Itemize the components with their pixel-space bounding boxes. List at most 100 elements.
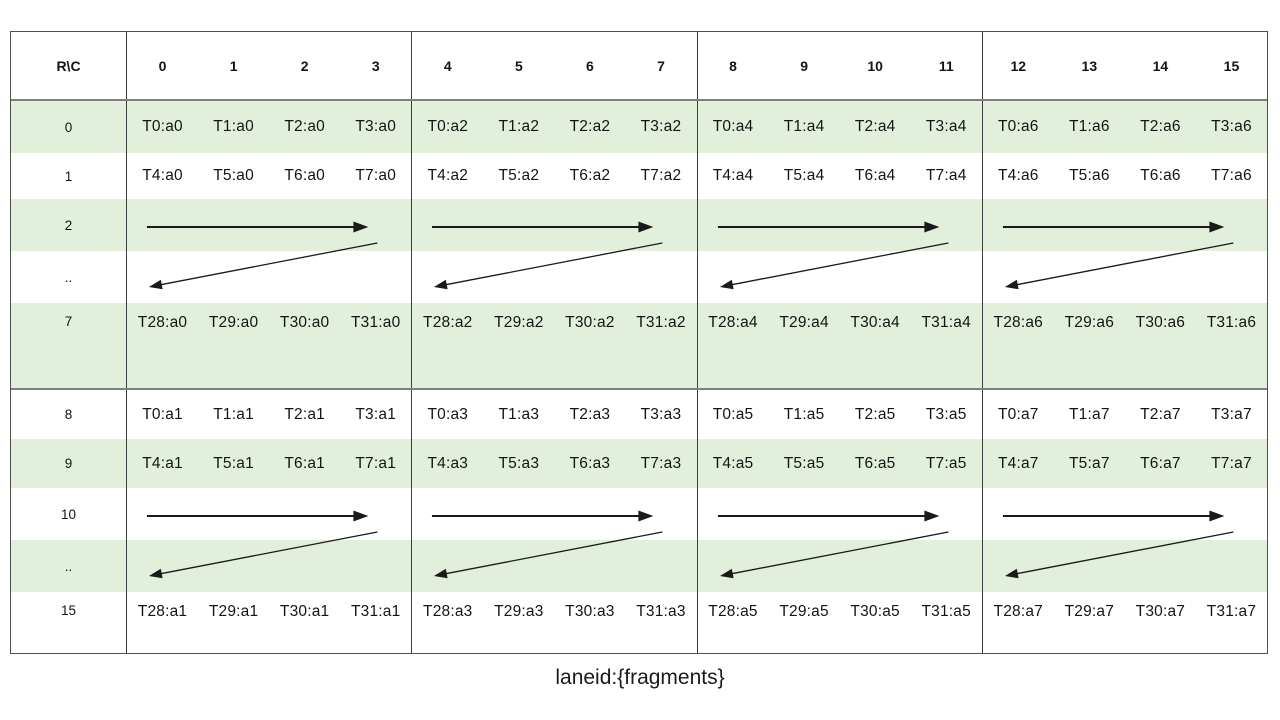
fragment-group: T0:a1 T1:a1 T2:a1 T3:a1	[126, 390, 411, 439]
fragment-cell: T7:a1	[355, 454, 397, 472]
fragment-cell: T6:a3	[569, 454, 611, 472]
fragment-group: T0:a0 T1:a0 T2:a0 T3:a0	[126, 101, 411, 153]
fragment-group: T0:a5 T1:a5 T2:a5 T3:a5	[696, 390, 982, 439]
snake-arrow-icon	[717, 510, 948, 579]
fragment-group: T4:a4 T5:a4 T6:a4 T7:a4	[696, 153, 982, 199]
arrow-group-cell	[981, 488, 1267, 592]
fragment-cell: T0:a4	[712, 118, 754, 135]
fragment-cell: T5:a3	[498, 454, 540, 472]
fragment-cell: T28:a4	[708, 314, 758, 331]
fragment-group: T0:a2 T1:a2 T2:a2 T3:a2	[411, 101, 696, 153]
fragment-cell: T30:a3	[565, 603, 615, 620]
fragment-cell: T31:a5	[921, 603, 971, 620]
fragment-group: T0:a4 T1:a4 T2:a4 T3:a4	[696, 101, 982, 153]
fragment-cell: T29:a5	[779, 603, 829, 620]
arrow-row-pair: 10..	[11, 488, 1267, 592]
table-row: 0 T0:a0 T1:a0 T2:a0 T3:a0 T0:a2 T1:a2 T2:a2 T3:a…	[11, 101, 1267, 153]
fragment-group: T4:a1 T5:a1 T6:a1 T7:a1	[126, 439, 411, 488]
corner-cell: R\C	[11, 32, 126, 99]
fragment-cell: T7:a6	[1211, 167, 1252, 184]
fragment-layout-table: R\C 0 1 2 3 4 5 6 7 8 9 10 11 12 13 14 15 0 T0:a0 T1:a0 T2:a…	[10, 31, 1268, 654]
fragment-cell: T30:a4	[850, 314, 900, 331]
fragment-cell: T0:a2	[427, 118, 469, 135]
fragment-cell: T4:a7	[997, 454, 1039, 472]
fragment-cell: T30:a5	[850, 603, 900, 620]
fragment-cell: T4:a3	[427, 454, 469, 472]
snake-arrow-icon	[432, 221, 663, 290]
fragment-cell: T0:a7	[997, 405, 1039, 423]
fragment-group: T28:a2 T29:a2 T30:a2 T31:a2	[411, 303, 696, 388]
fragment-group: T4:a6 T5:a6 T6:a6 T7:a6	[981, 153, 1267, 199]
fragment-cell: T29:a0	[208, 314, 259, 331]
arrow-row-pair: 2..	[11, 199, 1267, 303]
fragment-cell: T4:a0	[142, 167, 183, 184]
col-header: 5	[514, 57, 523, 74]
caption: laneid:{fragments}	[555, 666, 725, 689]
fragment-cell: T0:a1	[142, 405, 183, 423]
col-header: 14	[1152, 57, 1169, 74]
table-row: 1 T4:a0 T5:a0 T6:a0 T7:a0 T4:a2 T5:a2 T6:a2 T7:a…	[11, 153, 1267, 199]
snake-arrow-icon	[717, 221, 948, 290]
fragment-cell: T2:a3	[569, 405, 611, 423]
col-header: 15	[1223, 57, 1240, 74]
col-header: 12	[1010, 57, 1027, 74]
fragment-group: T4:a0 T5:a0 T6:a0 T7:a0	[126, 153, 411, 199]
fragment-cell: T7:a4	[925, 167, 967, 184]
row-label: 1	[64, 168, 73, 184]
arrow-group-cell	[696, 488, 982, 592]
fragment-cell: T4:a6	[997, 167, 1039, 184]
fragment-cell: T28:a3	[423, 603, 473, 620]
col-header: 0	[158, 57, 167, 74]
fragment-cell: T3:a1	[355, 405, 397, 423]
fragment-cell: T3:a4	[925, 118, 967, 135]
fragment-cell: T31:a2	[636, 314, 686, 331]
col-header: 10	[867, 57, 883, 74]
table-row: 15 T28:a1 T29:a1 T30:a1 T31:a1 T28:a3 T29:a3 T3…	[11, 592, 1267, 653]
header-group: 0 1 2 3	[126, 32, 411, 99]
arrow-group-cell	[126, 199, 412, 303]
arrow-group-cell	[696, 199, 982, 303]
fragment-cell: T5:a5	[783, 454, 825, 472]
snake-arrow-icon	[1002, 510, 1234, 579]
col-header: 9	[800, 57, 808, 74]
fragment-cell: T1:a6	[1069, 118, 1110, 135]
fragment-cell: T1:a0	[213, 118, 254, 135]
fragment-cell: T6:a0	[284, 167, 325, 184]
fragment-cell: T7:a3	[640, 454, 682, 472]
fragment-group: T28:a1 T29:a1 T30:a1 T31:a1	[126, 592, 411, 653]
fragment-cell: T2:a1	[284, 405, 325, 423]
col-header: 1	[229, 57, 238, 74]
arrow-group-cell	[411, 199, 697, 303]
fragment-cell: T28:a5	[708, 603, 758, 620]
fragment-cell: T7:a5	[925, 454, 967, 472]
fragment-cell: T1:a5	[783, 405, 825, 423]
fragment-cell: T2:a0	[284, 118, 325, 135]
col-header: 6	[586, 57, 594, 74]
row-label-cell: 10	[11, 488, 126, 540]
fragment-group: T28:a7 T29:a7 T30:a7 T31:a7	[981, 592, 1267, 653]
fragment-cell: T5:a7	[1069, 454, 1110, 472]
fragment-cell: T5:a4	[783, 167, 825, 184]
fragment-group: T0:a7 T1:a7 T2:a7 T3:a7	[981, 390, 1267, 439]
fragment-cell: T7:a0	[355, 167, 397, 184]
row-label-cell: 9	[11, 439, 126, 488]
fragment-cell: T30:a6	[1135, 314, 1186, 331]
row-label: 9	[64, 456, 73, 471]
col-header: 7	[657, 57, 665, 74]
row-label-cell: 8	[11, 390, 126, 439]
fragment-cell: T2:a5	[854, 405, 896, 423]
col-header: 13	[1081, 57, 1098, 74]
fragment-group: T28:a0 T29:a0 T30:a0 T31:a0	[126, 303, 411, 388]
row-label: 7	[64, 314, 73, 329]
fragment-cell: T5:a0	[213, 167, 254, 184]
fragment-cell: T31:a0	[350, 314, 401, 331]
table-block: 0 T0:a0 T1:a0 T2:a0 T3:a0 T0:a2 T1:a2 T2:a2 T3:a…	[11, 101, 1267, 388]
row-label: 0	[64, 119, 73, 135]
fragment-cell: T29:a1	[208, 603, 259, 620]
row-label-cell: 15	[11, 592, 126, 653]
fragment-cell: T0:a5	[712, 405, 754, 423]
fragment-cell: T29:a2	[494, 314, 544, 331]
fragment-cell: T31:a3	[636, 603, 686, 620]
fragment-cell: T7:a2	[640, 167, 682, 184]
arrow-group-cell	[126, 488, 412, 592]
